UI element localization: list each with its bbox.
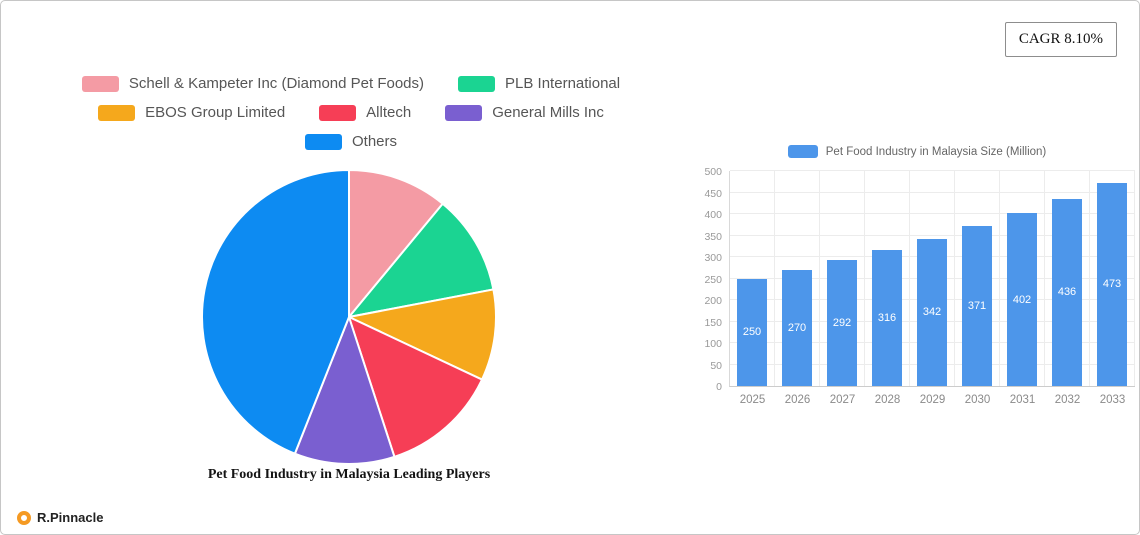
gridline (730, 170, 1135, 171)
x-tick-label: 2032 (1054, 394, 1081, 406)
bar-value-label: 250 (742, 326, 762, 339)
bar-legend-swatch (787, 145, 818, 158)
legend-item-label: Schell & Kampeter Inc (Diamond Pet Foods… (128, 75, 425, 92)
bar-chart-legend[interactable]: Pet Food Industry in Malaysia Size (Mill… (699, 145, 1135, 158)
bar-cell-2028: 316 (865, 171, 910, 386)
bar-cell-2033: 473 (1090, 171, 1135, 386)
y-tick-label: 250 (704, 273, 722, 286)
legend-item-label: Alltech (366, 104, 412, 121)
legend-item-label: General Mills Inc (492, 104, 604, 121)
bar-value-label: 292 (832, 317, 852, 330)
legend-item-general-mills[interactable]: General Mills Inc (445, 104, 604, 121)
pie-slice-0 (348, 168, 445, 320)
pie-slice-4 (293, 314, 396, 466)
gridline (730, 213, 1135, 214)
bar-2031: 402 (1007, 213, 1037, 386)
legend-swatch (98, 104, 136, 121)
legend-row: EBOS Group Limited Alltech General Mills… (21, 104, 681, 121)
legend-item-ebos-group[interactable]: EBOS Group Limited (98, 104, 285, 121)
legend-swatch (304, 133, 342, 150)
legend-row: Others (21, 133, 681, 150)
bar-value-label: 473 (1102, 278, 1122, 291)
bar-chart: Pet Food Industry in Malaysia Size (Mill… (699, 145, 1135, 406)
x-tick-label: 2026 (784, 394, 811, 406)
legend-swatch (458, 75, 496, 92)
cagr-badge: CAGR 8.10% (1004, 22, 1117, 57)
bar-value-label: 436 (1057, 286, 1077, 299)
y-tick-label: 200 (704, 295, 722, 307)
legend-swatch (81, 75, 119, 92)
pie-slice-2 (345, 288, 498, 381)
bar-cell-2027: 292 (820, 171, 865, 386)
bar-cell-2025: 250 (730, 171, 775, 386)
y-axis: 0 50 100 150 200 250 300 350 400 450 500 (699, 166, 729, 393)
y-tick-label: 450 (704, 187, 722, 200)
x-axis: 2025 2026 2027 2028 2029 2030 2031 2032 2033 (730, 387, 1135, 406)
pie-title: Pet Food Industry in Malaysia Leading Pl… (207, 467, 491, 482)
pie-legend: Schell & Kampeter Inc (Diamond Pet Foods… (21, 75, 681, 162)
bar-cell-2029: 342 (910, 171, 955, 386)
x-tick-label: 2031 (1009, 394, 1036, 406)
gridline (730, 191, 1135, 193)
bar-cell-2032: 436 (1045, 171, 1090, 386)
brand-name: R.Pinnacle (37, 510, 104, 525)
bar-grid: 0 50 100 150 200 250 300 350 400 450 500 250 270 292… (699, 166, 1135, 393)
bar-2028: 316 (872, 250, 902, 386)
bar-value-label: 402 (1012, 293, 1032, 306)
legend-swatch (445, 104, 483, 121)
bar-legend-label: Pet Food Industry in Malaysia Size (Mill… (825, 145, 1047, 158)
pie-chart-container (199, 167, 499, 467)
pinnacle-icon (17, 510, 31, 525)
bar-cell-2030: 371 (955, 171, 1000, 386)
bar-2033: 473 (1097, 182, 1127, 386)
x-tick-label: 2033 (1099, 394, 1126, 406)
legend-item-alltech[interactable]: Alltech (319, 104, 411, 121)
legend-item-label: Others (351, 133, 397, 150)
bar-2032: 436 (1052, 198, 1082, 386)
legend-row: Schell & Kampeter Inc (Diamond Pet Foods… (21, 75, 681, 92)
legend-swatch (319, 104, 357, 121)
y-tick-label: 500 (704, 166, 722, 178)
legend-item-others[interactable]: Others (304, 133, 397, 150)
y-tick-label: 50 (710, 359, 722, 372)
gridline (730, 234, 1135, 236)
x-tick-label: 2030 (964, 394, 991, 406)
x-tick-label: 2025 (739, 394, 766, 406)
bar-cell-2026: 270 (775, 171, 820, 386)
y-tick-label: 0 (716, 381, 722, 393)
bar-value-label: 342 (922, 306, 942, 319)
bar-cell-2031: 402 (1000, 171, 1045, 386)
bar-plot: 250 270 292 316 342 371 402 436 473 (729, 170, 1135, 387)
pie-slice-5 (201, 168, 350, 455)
y-tick-label: 400 (704, 209, 722, 221)
x-tick-label: 2028 (874, 394, 901, 406)
legend-item-schell-kampeter[interactable]: Schell & Kampeter Inc (Diamond Pet Foods… (81, 75, 425, 92)
y-tick-label: 150 (704, 316, 722, 329)
y-tick-label: 300 (704, 252, 722, 264)
legend-item-label: EBOS Group Limited (145, 104, 286, 121)
x-tick-label: 2029 (919, 394, 946, 406)
legend-item-plb-international[interactable]: PLB International (458, 75, 620, 92)
bar-value-label: 316 (877, 312, 897, 325)
x-tick-label: 2027 (829, 394, 856, 406)
bar-value-label: 371 (967, 300, 987, 313)
pie-chart (201, 168, 498, 466)
bar-2025: 250 (737, 278, 767, 386)
brand-logo: R.Pinnacle (17, 510, 103, 525)
bar-value-label: 270 (787, 321, 807, 334)
pie-slice-1 (346, 202, 495, 319)
bar-2030: 371 (962, 226, 992, 386)
y-tick-label: 100 (704, 338, 722, 350)
bar-2026: 270 (782, 269, 812, 386)
bar-2029: 342 (917, 238, 947, 386)
legend-item-label: PLB International (505, 75, 621, 92)
pie-slice-3 (347, 315, 484, 459)
y-tick-label: 350 (704, 230, 722, 243)
bar-2027: 292 (827, 260, 857, 386)
